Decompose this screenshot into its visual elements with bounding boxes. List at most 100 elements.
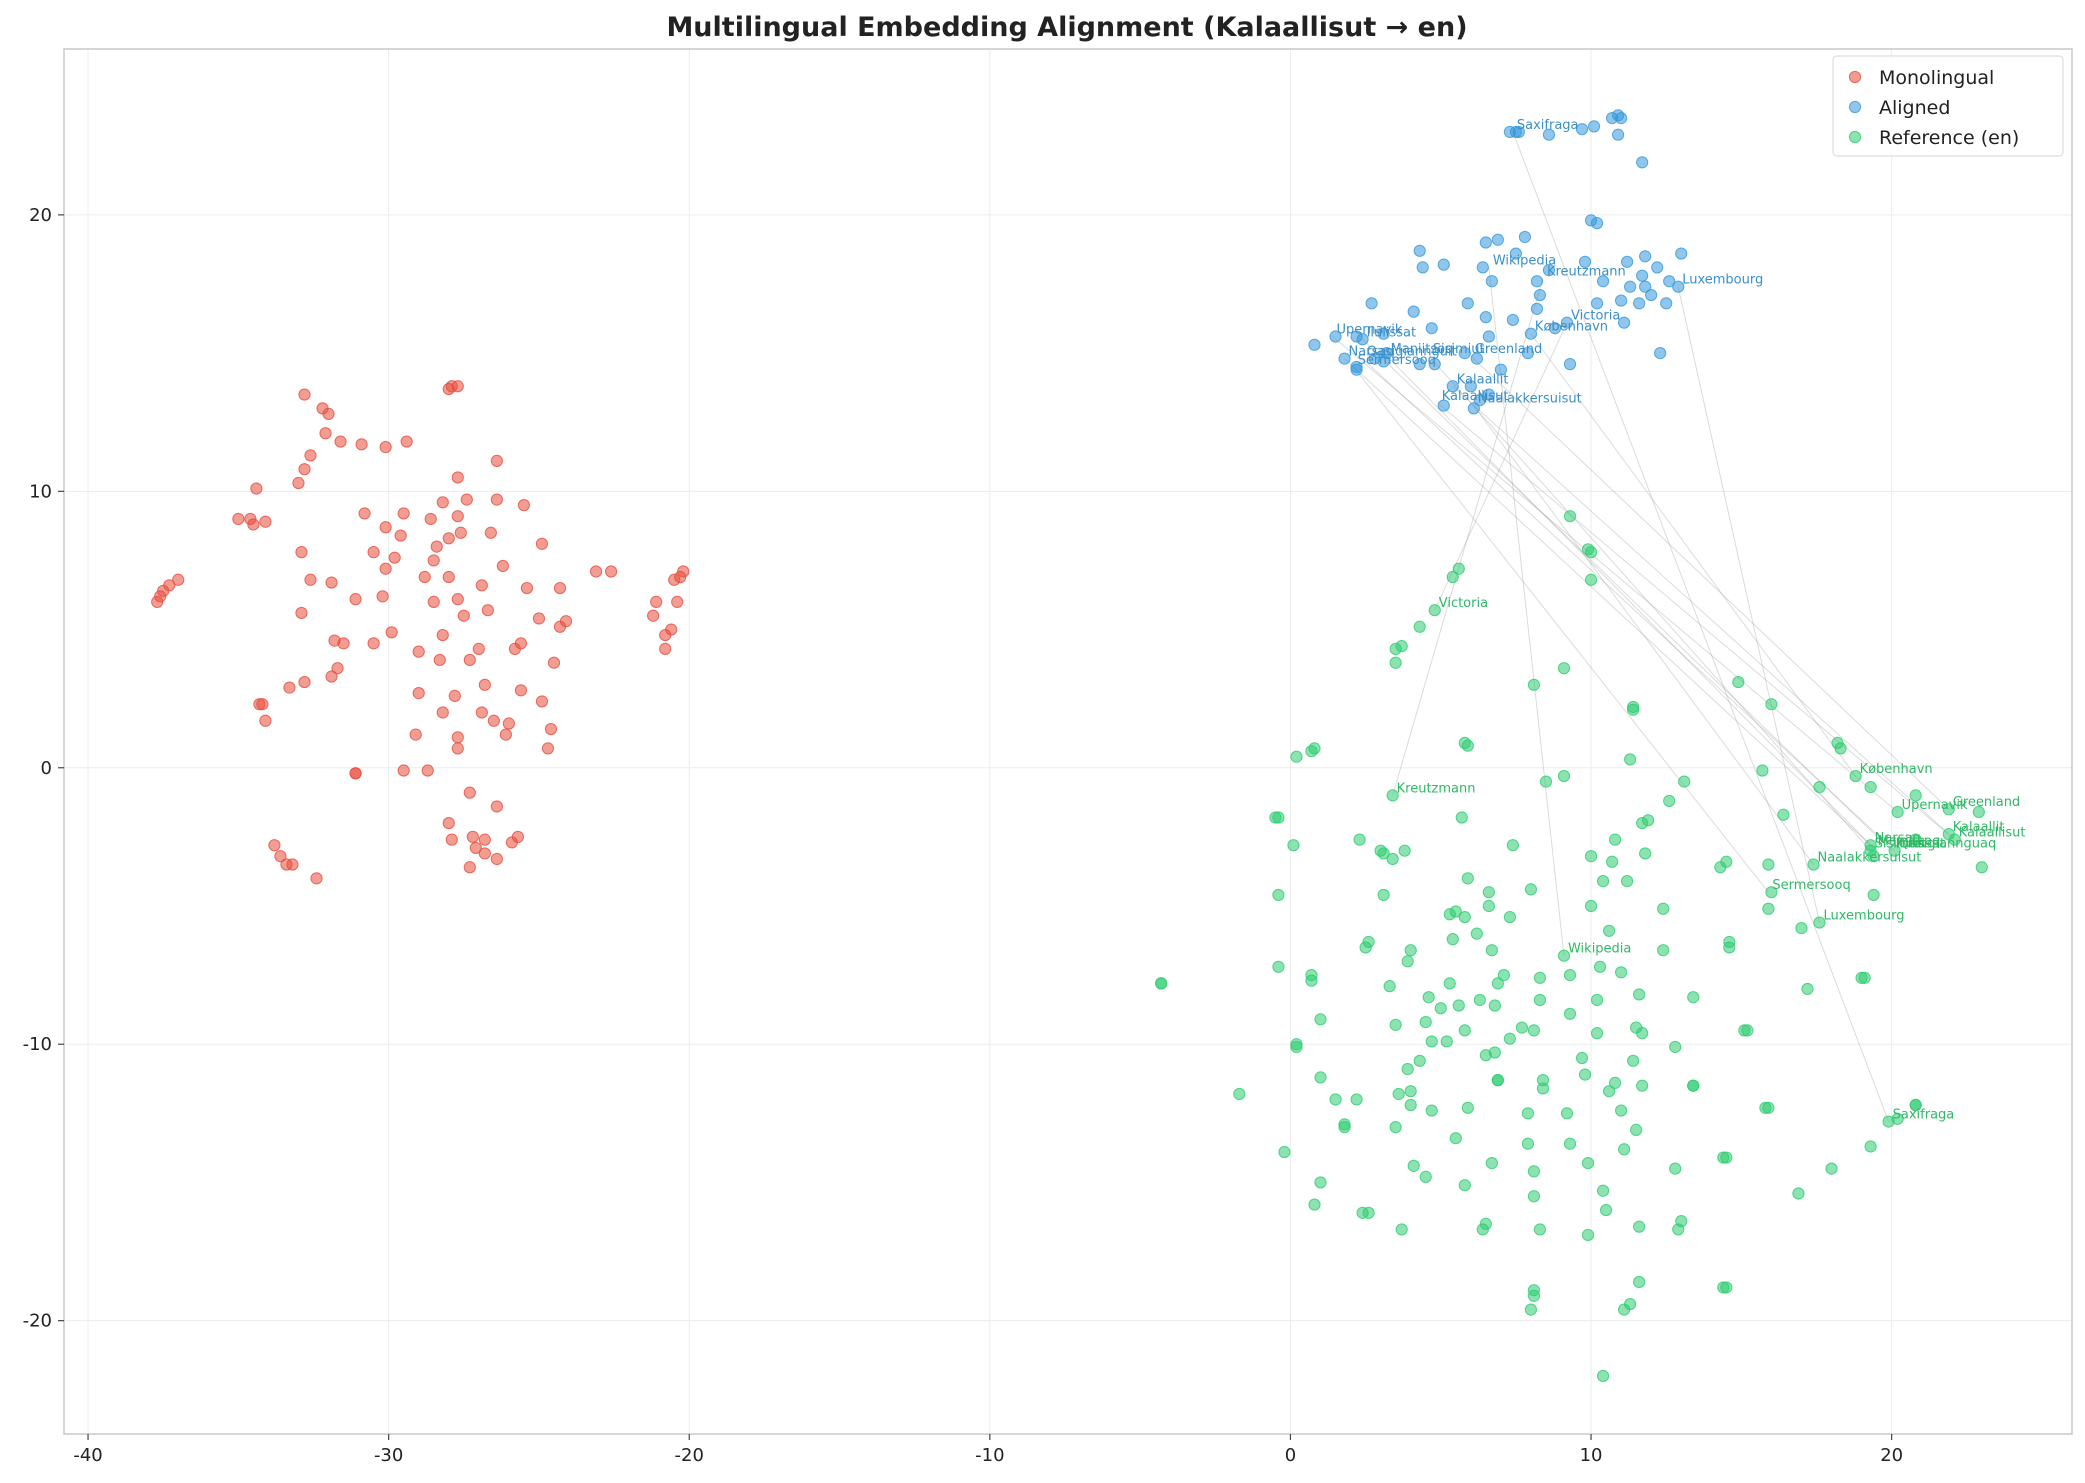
point-label: Victoria	[1439, 596, 1488, 611]
data-point	[517, 499, 531, 512]
data-point	[1888, 844, 1901, 857]
data-point	[1515, 1021, 1529, 1034]
data-point	[1422, 991, 1435, 1004]
data-point	[1636, 156, 1649, 169]
y-tick-label: -20	[23, 1311, 52, 1332]
data-point	[1675, 247, 1688, 260]
data-point	[1563, 510, 1577, 523]
data-point	[1449, 1132, 1462, 1145]
data-point	[247, 518, 260, 531]
data-point	[1618, 1303, 1631, 1316]
data-point	[259, 714, 272, 727]
data-point	[1338, 1121, 1351, 1134]
data-point	[1581, 1156, 1595, 1170]
data-point	[1452, 999, 1465, 1012]
data-point	[1395, 1223, 1408, 1236]
alignment-link	[1488, 267, 1565, 956]
data-point	[1618, 316, 1631, 329]
data-point	[1506, 839, 1519, 852]
data-point	[1308, 1198, 1321, 1211]
data-point	[1602, 924, 1616, 937]
data-point	[1807, 858, 1820, 871]
point-label: Sisimiut	[1875, 837, 1927, 852]
data-point	[1864, 781, 1877, 794]
data-point	[1425, 322, 1438, 335]
data-point	[553, 620, 567, 633]
data-point	[1687, 1079, 1700, 1092]
data-point	[1756, 764, 1769, 777]
data-point	[1476, 1223, 1489, 1236]
data-point	[1398, 844, 1411, 857]
data-point	[1630, 1123, 1643, 1137]
data-point	[379, 440, 392, 454]
data-point	[535, 695, 549, 708]
data-point	[1636, 1079, 1649, 1092]
data-point	[349, 767, 362, 780]
point-label: Wikipedia	[1493, 253, 1556, 268]
series-monolingual	[151, 380, 690, 885]
data-point	[1687, 991, 1700, 1004]
data-point	[1645, 288, 1658, 302]
point-label: Greenland	[1475, 342, 1542, 357]
data-point	[1596, 1184, 1610, 1197]
data-point	[1563, 358, 1577, 371]
data-point	[1639, 250, 1652, 263]
data-point	[268, 839, 281, 852]
alignment-link	[1434, 322, 1568, 611]
data-point	[1155, 977, 1168, 990]
data-point	[478, 847, 491, 860]
point-label: Ilulissat	[1367, 325, 1417, 340]
data-point	[1560, 1107, 1574, 1120]
data-point	[1377, 847, 1390, 860]
data-point	[1621, 255, 1634, 268]
data-point	[1762, 1101, 1775, 1114]
data-point	[1732, 675, 1745, 689]
data-point	[1386, 789, 1399, 802]
data-point	[1521, 346, 1535, 360]
data-point	[1720, 1151, 1733, 1164]
data-point	[535, 537, 549, 550]
data-point	[412, 687, 425, 700]
legend: Monolingual Aligned Reference (en)	[1832, 55, 2064, 157]
data-point	[1479, 236, 1492, 249]
data-point	[1608, 1076, 1622, 1090]
data-point	[1557, 949, 1571, 962]
data-point	[1575, 1051, 1589, 1065]
data-point	[1401, 1062, 1414, 1076]
data-point	[1419, 1170, 1432, 1184]
data-point	[1446, 933, 1459, 946]
data-point	[442, 570, 455, 584]
data-point	[1434, 1002, 1447, 1015]
data-point	[1353, 833, 1366, 846]
data-point	[445, 833, 458, 846]
data-point	[1521, 1107, 1535, 1120]
point-label: Naalakkersuisut	[1817, 851, 1921, 866]
data-point	[379, 562, 392, 575]
data-point	[442, 816, 455, 830]
data-point	[397, 764, 410, 777]
y-tick-label: 0	[41, 758, 52, 779]
x-tick-label: -40	[73, 1445, 102, 1466]
alignment-link	[1677, 286, 1820, 923]
point-label: Naalakkersuisut	[1478, 392, 1582, 407]
data-point	[463, 861, 476, 874]
data-point	[355, 438, 368, 451]
data-point	[304, 573, 317, 586]
data-point	[1615, 1104, 1628, 1117]
data-point	[1449, 905, 1462, 918]
data-point	[1624, 280, 1637, 293]
data-point	[1855, 971, 1868, 984]
data-point	[1633, 1275, 1646, 1289]
data-point	[1482, 330, 1495, 343]
data-point	[1272, 811, 1285, 824]
alignment-link	[1512, 131, 1890, 1122]
data-point	[478, 678, 491, 691]
data-point	[478, 833, 491, 846]
data-point	[1533, 1223, 1547, 1236]
data-point	[451, 471, 464, 484]
data-point	[250, 482, 263, 495]
point-label: Sermersooq	[1358, 353, 1436, 368]
data-point	[1461, 1101, 1474, 1114]
data-point	[412, 645, 425, 658]
data-point	[647, 609, 660, 622]
